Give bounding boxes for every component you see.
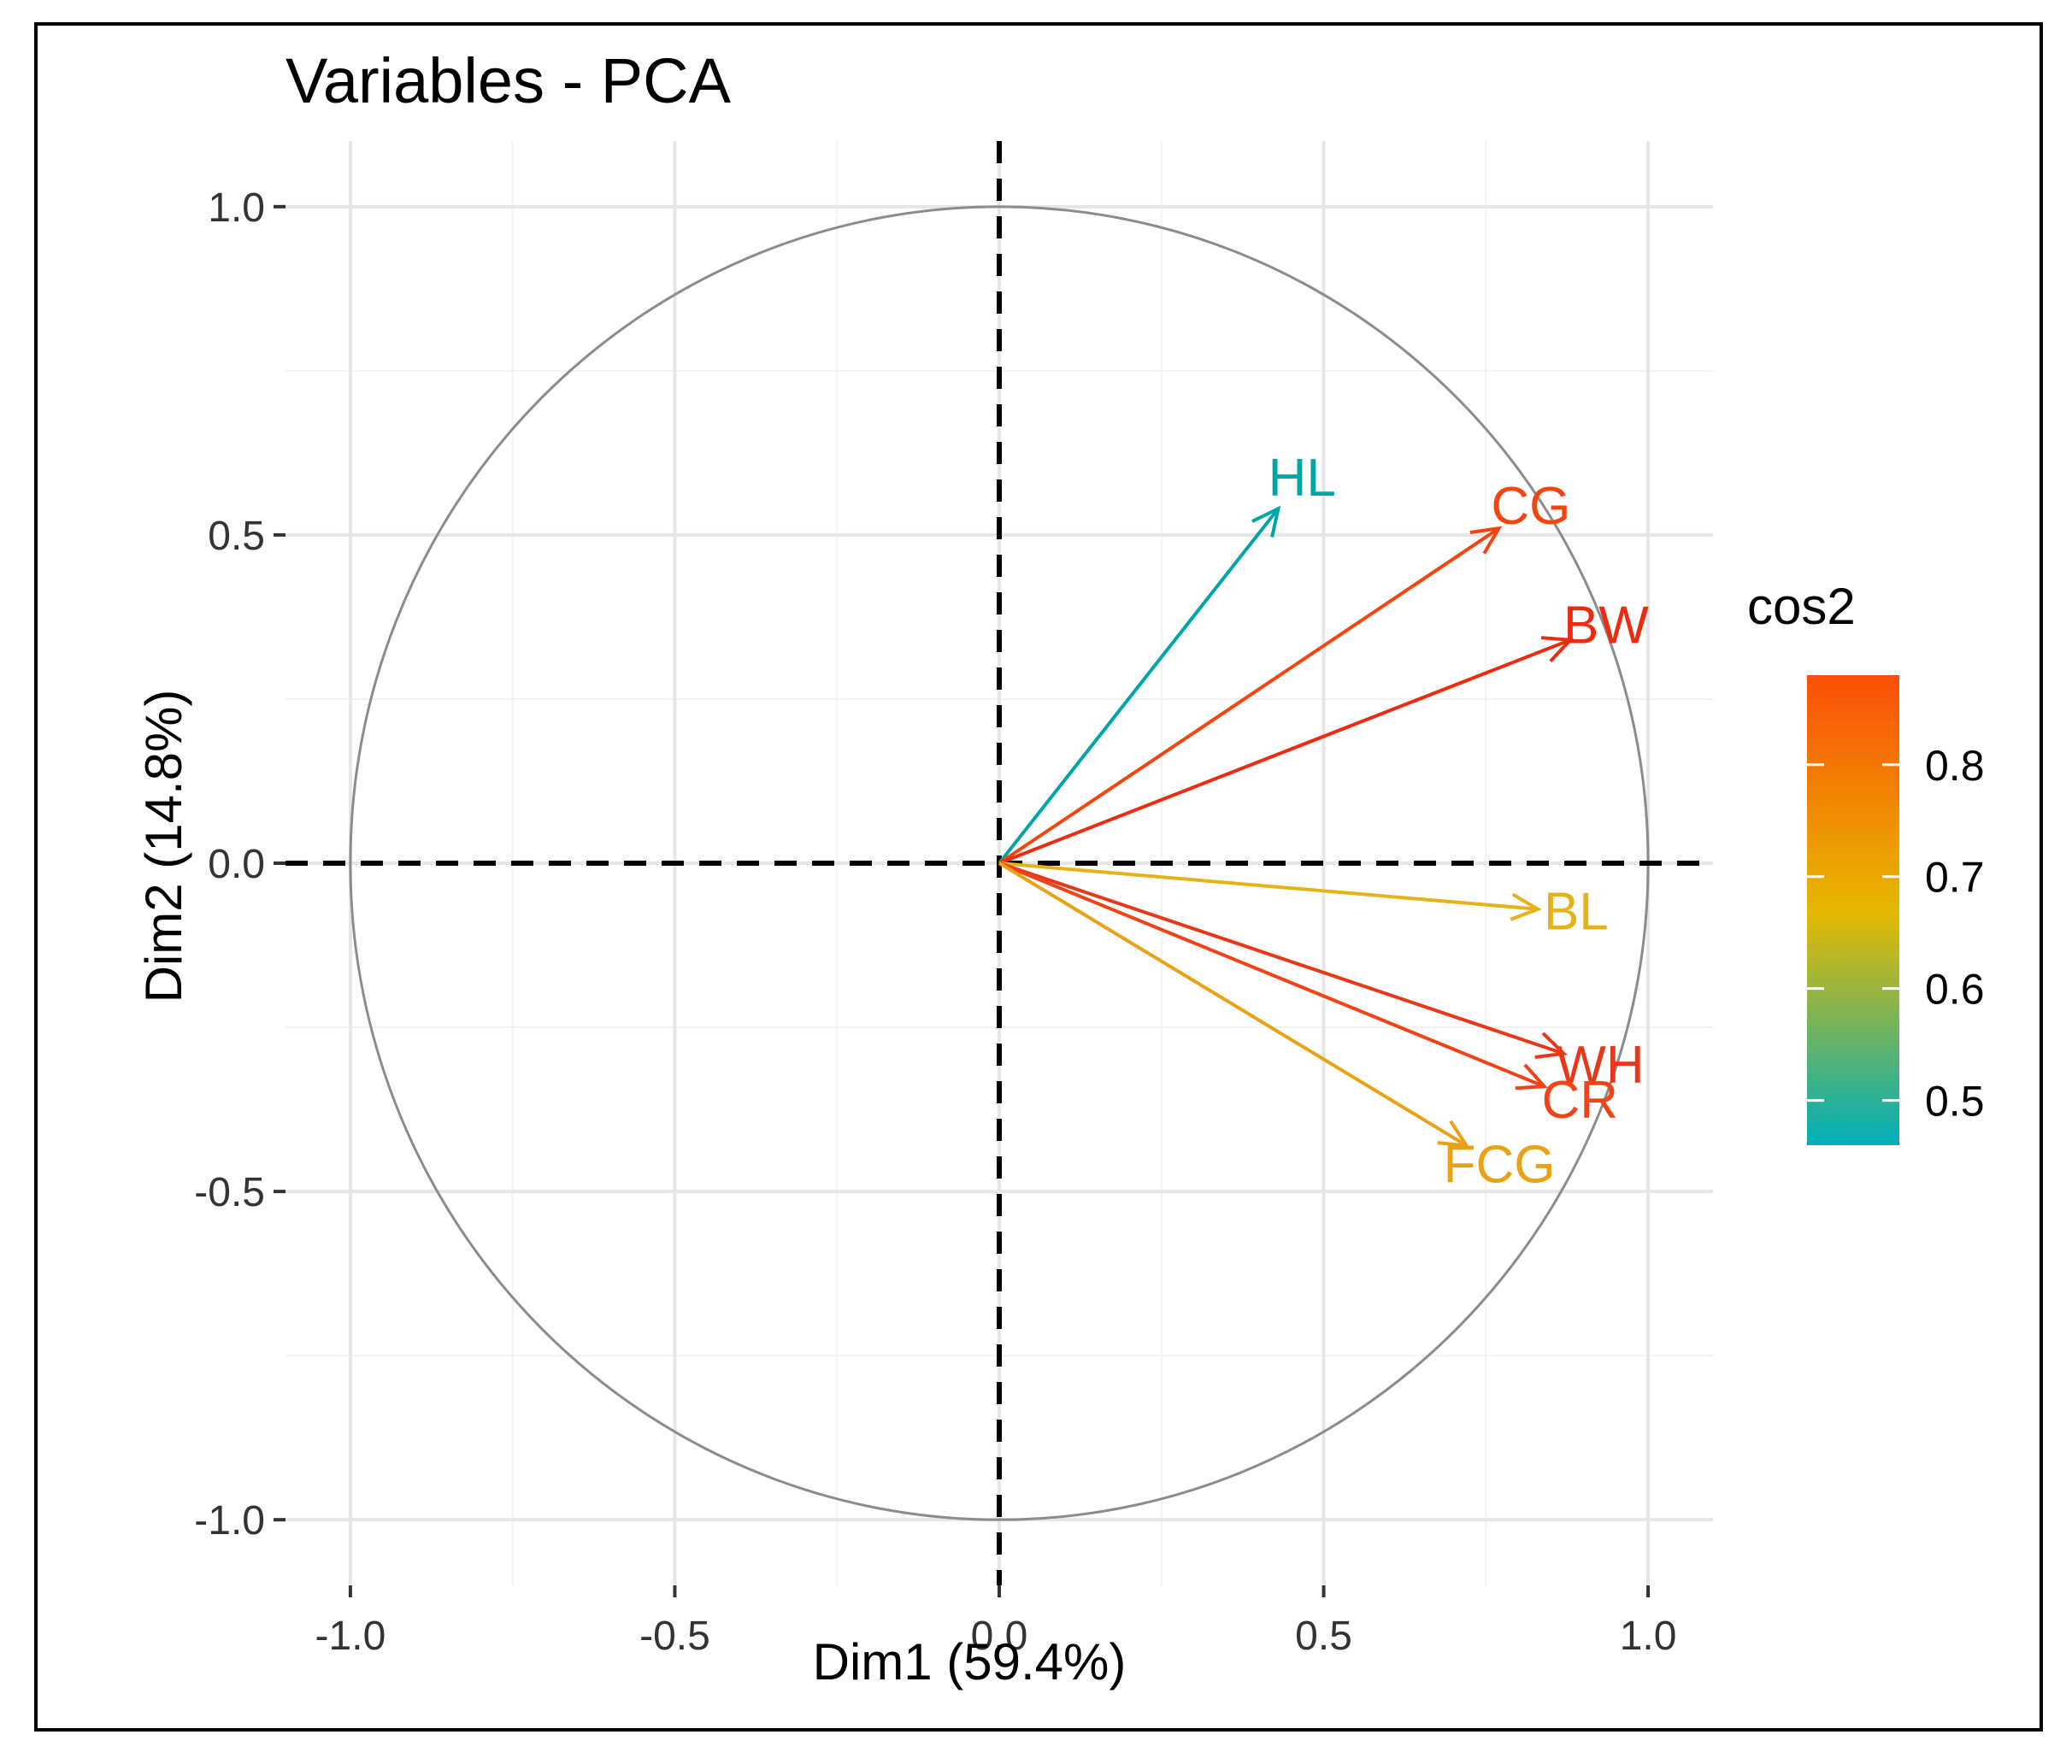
cos2-legend: cos2 0.5 0.6 0.7 0.8: [1747, 578, 1985, 1145]
y-tick-label: 0.5: [208, 514, 265, 559]
arrow-hl: [998, 507, 1280, 865]
label-bl: BL: [1544, 883, 1609, 942]
label-cr: CR: [1541, 1071, 1618, 1130]
arrowhead-bw: [1540, 636, 1575, 663]
arrowhead-wh: [1534, 1032, 1568, 1059]
x-tick-label: 0.5: [1295, 1614, 1352, 1659]
pca-chart: Variables - PCA -1.0 -0.5 0.0 0.5 1.0 -1.0 -0.…: [135, 45, 1985, 1690]
legend-tick-label: 0.5: [1925, 1078, 1985, 1126]
x-axis-label: Dim1 (59.4%): [813, 1633, 1127, 1690]
label-wh: WH: [1556, 1036, 1644, 1095]
arrowhead-hl: [1251, 505, 1281, 538]
chart-title: Variables - PCA: [285, 45, 732, 116]
label-cg: CG: [1491, 477, 1570, 536]
arrow-cg: [998, 526, 1500, 865]
arrow-bl: [998, 861, 1539, 911]
x-tick-label: 0.0: [971, 1614, 1028, 1659]
arrow-fcg: [998, 861, 1468, 1148]
legend-title: cos2: [1747, 578, 1856, 635]
legend-colorbar: [1807, 675, 1899, 1145]
plot-area: -1.0 -0.5 0.0 0.5 1.0 -1.0 -0.5 0.0 0.5 1.0 HL CG BW…: [194, 141, 1713, 1659]
y-tick-label: 1.0: [208, 185, 265, 231]
arrowhead-cr: [1515, 1063, 1548, 1091]
arrow-bw: [998, 638, 1571, 865]
label-fcg: FCG: [1444, 1136, 1556, 1195]
y-tick-label: -0.5: [194, 1170, 265, 1215]
arrow-cr: [998, 861, 1545, 1089]
legend-tick-label: 0.6: [1925, 966, 1985, 1014]
x-tick-label: -1.0: [315, 1614, 386, 1659]
legend-tick-label: 0.7: [1925, 854, 1985, 902]
y-tick-label: 0.0: [208, 842, 265, 887]
figure-frame: Variables - PCA -1.0 -0.5 0.0 0.5 1.0 -1.0 -0.…: [34, 22, 2043, 1732]
arrowhead-fcg: [1437, 1120, 1470, 1148]
legend-tick-label: 0.8: [1925, 742, 1985, 790]
label-hl: HL: [1269, 449, 1336, 508]
arrowhead-bl: [1510, 892, 1542, 921]
arrow-wh: [998, 861, 1565, 1055]
x-tick-label: 1.0: [1620, 1614, 1677, 1659]
x-tick-label: -0.5: [639, 1614, 710, 1659]
y-tick-label: -1.0: [194, 1498, 265, 1544]
y-axis-label: Dim2 (14.8%): [135, 690, 192, 1003]
label-bw: BW: [1563, 596, 1649, 655]
arrowhead-cg: [1469, 526, 1503, 555]
